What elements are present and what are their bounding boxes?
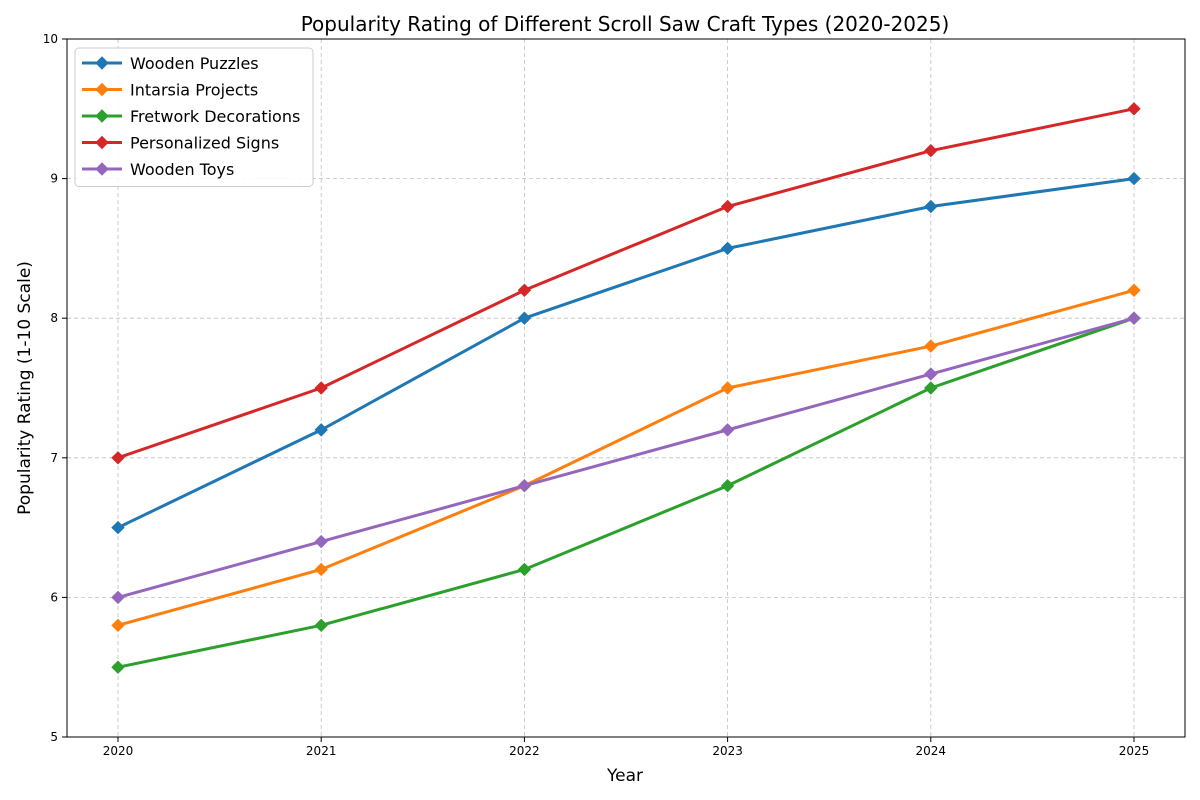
legend-label: Fretwork Decorations [130,107,300,126]
data-point-wooden-puzzles [111,520,125,535]
series-line-wooden-puzzles [116,177,1136,530]
y-axis-label: Popularity Rating (1-10 Scale) [15,261,35,515]
data-point-intarsia-projects [924,339,938,353]
legend: Wooden Puzzles Intarsia Projects Fretwork … [74,47,314,187]
legend-item: Intarsia Projects [82,81,258,100]
y-tick-label: 5 [50,730,58,744]
data-point-personalized-signs [111,451,125,465]
x-axis-ticks: 2020 2021 2022 2023 2024 2025 [103,737,1150,758]
legend-item: Personalized Signs [82,134,279,153]
series-personalized-signs [111,102,1141,465]
axes [66,38,1186,738]
series-line-intarsia-projects [116,288,1136,627]
data-point-wooden-toys [517,479,532,493]
data-point-wooden-puzzles [924,199,938,214]
x-tick-label: 2025 [1119,744,1150,758]
data-point-wooden-toys [111,590,125,605]
data-point-wooden-toys [314,534,328,549]
data-point-wooden-puzzles [517,311,532,325]
data-point-personalized-signs [720,199,735,214]
legend-marker [95,135,109,150]
data-point-fretwork-decorations [924,381,938,395]
series-line-personalized-signs [116,107,1136,460]
y-axis-ticks: 5 6 7 8 9 10 [43,32,67,744]
legend-label: Wooden Toys [130,160,234,179]
legend-marker [95,109,109,123]
x-tick-label: 2021 [306,744,337,758]
data-point-fretwork-decorations [111,660,125,674]
data-point-personalized-signs [517,283,532,297]
y-tick-label: 9 [50,172,58,186]
y-tick-label: 10 [43,32,58,46]
series-fretwork-decorations [111,311,1141,674]
data-point-fretwork-decorations [314,618,328,633]
data-point-wooden-toys [1127,311,1141,325]
legend-label: Intarsia Projects [130,81,258,100]
legend-box [74,47,314,187]
legend-marker [95,82,109,97]
data-point-intarsia-projects [720,381,735,395]
x-tick-label: 2023 [712,744,743,758]
x-tick-label: 2022 [509,744,540,758]
y-tick-label: 6 [50,590,58,604]
x-axis-label: Year [606,766,643,786]
data-point-wooden-puzzles [720,241,735,256]
data-point-personalized-signs [924,143,938,158]
legend-marker [95,56,109,70]
series-wooden-puzzles [111,171,1141,535]
y-tick-label: 8 [50,311,58,325]
data-point-wooden-toys [924,367,938,381]
series-line-fretwork-decorations [116,316,1136,669]
legend-marker [95,162,109,176]
legend-item: Wooden Puzzles [82,54,259,73]
data-point-wooden-puzzles [314,423,328,437]
data-point-fretwork-decorations [720,479,735,493]
data-point-fretwork-decorations [517,562,532,577]
legend-item: Wooden Toys [82,160,234,179]
series-group [111,102,1141,674]
series-line-wooden-toys [116,316,1136,599]
data-point-intarsia-projects [1127,283,1141,297]
data-point-personalized-signs [1127,102,1141,116]
chart-title: Popularity Rating of Different Scroll Sa… [301,12,950,36]
data-point-wooden-puzzles [1127,171,1141,186]
y-tick-label: 7 [50,451,58,465]
x-tick-label: 2024 [916,744,947,758]
x-tick-label: 2020 [103,744,134,758]
legend-label: Personalized Signs [130,134,279,153]
data-point-wooden-toys [720,423,735,437]
series-wooden-toys [111,311,1141,605]
legend-item: Fretwork Decorations [82,107,300,126]
plot-frame [66,38,1186,738]
data-point-intarsia-projects [111,618,125,633]
data-point-intarsia-projects [314,562,328,577]
legend-label: Wooden Puzzles [130,54,259,73]
data-point-personalized-signs [314,381,328,395]
